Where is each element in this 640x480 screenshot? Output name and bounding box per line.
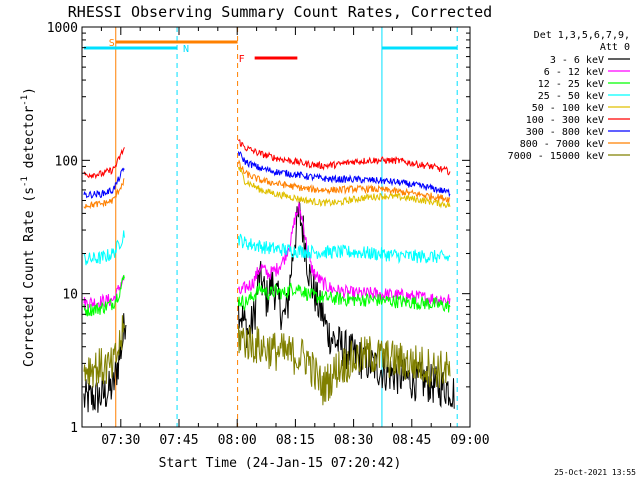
marker-label-0: S: [109, 38, 115, 49]
series-line-7-0: [83, 178, 125, 210]
series-line-3-0: [83, 230, 125, 266]
series-line-0-0: [83, 313, 127, 413]
y-tick-label-3: 1000: [47, 21, 78, 36]
footer-date: 25-Oct-2021 13:55: [554, 468, 636, 477]
y-axis-label-unit: detector: [22, 106, 37, 177]
series-line-8-1: [237, 325, 451, 406]
series-line-5-1: [238, 139, 451, 176]
x-tick-label-6: 09:00: [450, 433, 489, 448]
y-axis-label-exponent-2: -1: [20, 95, 30, 106]
x-tick-label-1: 07:45: [159, 433, 198, 448]
series-line-2-1: [237, 282, 451, 313]
legend-label-8: 7000 - 15000 keV: [508, 151, 604, 162]
legend-label-0: 3 - 6 keV: [550, 55, 604, 66]
legend-label-2: 12 - 25 keV: [538, 79, 604, 90]
legend-label-5: 100 - 300 keV: [526, 115, 604, 126]
series-line-3-1: [237, 233, 451, 265]
x-tick-label-2: 08:00: [218, 433, 257, 448]
legend-label-6: 300 - 800 keV: [526, 127, 604, 138]
series-line-6-1: [237, 151, 451, 198]
x-tick-label-0: 07:30: [101, 433, 140, 448]
chart-title: RHESSI Observing Summary Count Rates, Co…: [68, 3, 492, 21]
legend-label-4: 50 - 100 keV: [532, 103, 604, 114]
legend-label-1: 6 - 12 keV: [544, 67, 604, 78]
series-line-2-0: [83, 274, 125, 317]
series-line-1-0: [83, 276, 125, 312]
y-tick-label-1: 10: [62, 288, 78, 303]
axes: 07:30 07:45 08:00 08:15 08:30 08:45 09:00 1 10 10…: [47, 21, 490, 448]
x-axis-label: Start Time (24-Jan-15 07:20:42): [159, 456, 402, 471]
marker-label-3: F: [239, 54, 245, 65]
legend-header-1: Att 0: [600, 42, 630, 53]
series-line-7-1: [237, 159, 451, 203]
x-tick-label-3: 08:15: [276, 433, 315, 448]
y-tick-label-0: 1: [70, 421, 78, 436]
legend-label-7: 800 - 7000 keV: [520, 139, 604, 150]
series-line-8-0: [83, 315, 125, 388]
legend-header-0: Det 1,3,5,6,7,9,: [534, 30, 630, 41]
series-line-6-0: [83, 167, 125, 199]
legend-label-3: 25 - 50 keV: [538, 91, 604, 102]
marker-label-1: N: [183, 44, 189, 55]
y-axis-label: Corrected Count Rate (s-1 detector-1): [20, 87, 37, 367]
y-axis-label-exponent-1: -1: [20, 176, 30, 187]
plot-area: S N F: [83, 27, 458, 427]
y-tick-label-2: 100: [55, 154, 78, 169]
series-line-4-0: [237, 166, 451, 209]
x-tick-label-5: 08:45: [392, 433, 431, 448]
series-line-5-0: [83, 147, 125, 180]
x-tick-label-4: 08:30: [334, 433, 373, 448]
y-axis-label-text: Corrected Count Rate (s: [22, 187, 37, 367]
y-axis-label-close: ): [22, 87, 37, 95]
